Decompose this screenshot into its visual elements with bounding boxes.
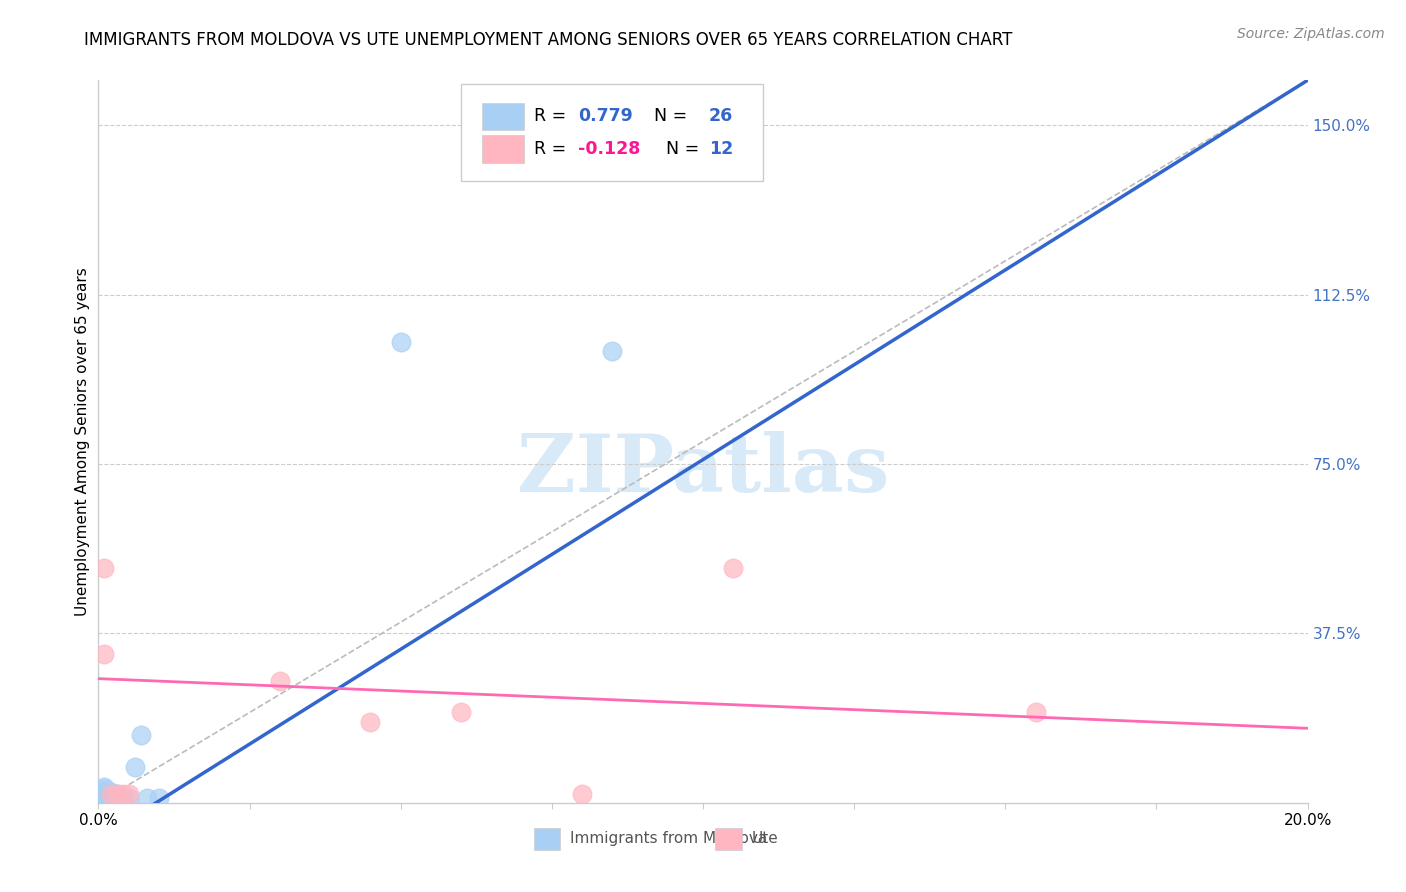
Point bbox=[571, 787, 593, 801]
Point bbox=[1024, 706, 1046, 720]
Text: Source: ZipAtlas.com: Source: ZipAtlas.com bbox=[1237, 27, 1385, 41]
Point bbox=[118, 787, 141, 801]
Point bbox=[111, 791, 134, 805]
Point bbox=[105, 787, 128, 801]
Point bbox=[360, 714, 382, 729]
Text: ZIPatlas: ZIPatlas bbox=[517, 432, 889, 509]
Point bbox=[93, 789, 115, 803]
Point bbox=[124, 760, 146, 774]
Point bbox=[389, 335, 412, 350]
Point bbox=[135, 791, 157, 805]
Point bbox=[100, 791, 122, 805]
Point bbox=[93, 793, 115, 807]
Text: IMMIGRANTS FROM MOLDOVA VS UTE UNEMPLOYMENT AMONG SENIORS OVER 65 YEARS CORRELAT: IMMIGRANTS FROM MOLDOVA VS UTE UNEMPLOYM… bbox=[84, 31, 1012, 49]
Bar bbox=[534, 828, 561, 850]
Text: R =: R = bbox=[534, 140, 571, 158]
Point bbox=[450, 706, 472, 720]
Point bbox=[723, 561, 745, 575]
Text: 12: 12 bbox=[709, 140, 734, 158]
Point bbox=[100, 793, 122, 807]
Point bbox=[105, 787, 128, 801]
Point bbox=[148, 791, 170, 805]
Text: R =: R = bbox=[534, 107, 571, 126]
Point bbox=[100, 787, 122, 801]
Text: N =: N = bbox=[643, 107, 692, 126]
Bar bbox=[716, 828, 742, 850]
Y-axis label: Unemployment Among Seniors over 65 years: Unemployment Among Seniors over 65 years bbox=[75, 268, 90, 615]
Point bbox=[93, 793, 115, 807]
Point bbox=[100, 793, 122, 807]
Point bbox=[129, 728, 152, 742]
Text: N =: N = bbox=[655, 140, 704, 158]
Text: -0.128: -0.128 bbox=[578, 140, 641, 158]
Point bbox=[93, 647, 115, 661]
Point bbox=[93, 787, 115, 801]
Point bbox=[111, 793, 134, 807]
Text: 26: 26 bbox=[709, 107, 734, 126]
Point bbox=[93, 780, 115, 794]
Point bbox=[93, 561, 115, 575]
Point bbox=[100, 789, 122, 803]
Point bbox=[100, 784, 122, 798]
Text: Immigrants from Moldova: Immigrants from Moldova bbox=[569, 831, 768, 847]
Point bbox=[100, 787, 122, 801]
Bar bbox=[482, 103, 524, 130]
Text: Ute: Ute bbox=[751, 831, 778, 847]
Point bbox=[269, 673, 291, 688]
Point bbox=[105, 791, 128, 805]
Point bbox=[105, 789, 128, 803]
Point bbox=[93, 784, 115, 798]
Point bbox=[93, 791, 115, 805]
FancyBboxPatch shape bbox=[461, 84, 763, 181]
Point bbox=[93, 791, 115, 805]
Text: 0.779: 0.779 bbox=[578, 107, 633, 126]
Point bbox=[118, 791, 141, 805]
Point bbox=[111, 787, 134, 801]
Point bbox=[93, 782, 115, 797]
Point bbox=[602, 344, 624, 359]
Bar bbox=[482, 136, 524, 162]
